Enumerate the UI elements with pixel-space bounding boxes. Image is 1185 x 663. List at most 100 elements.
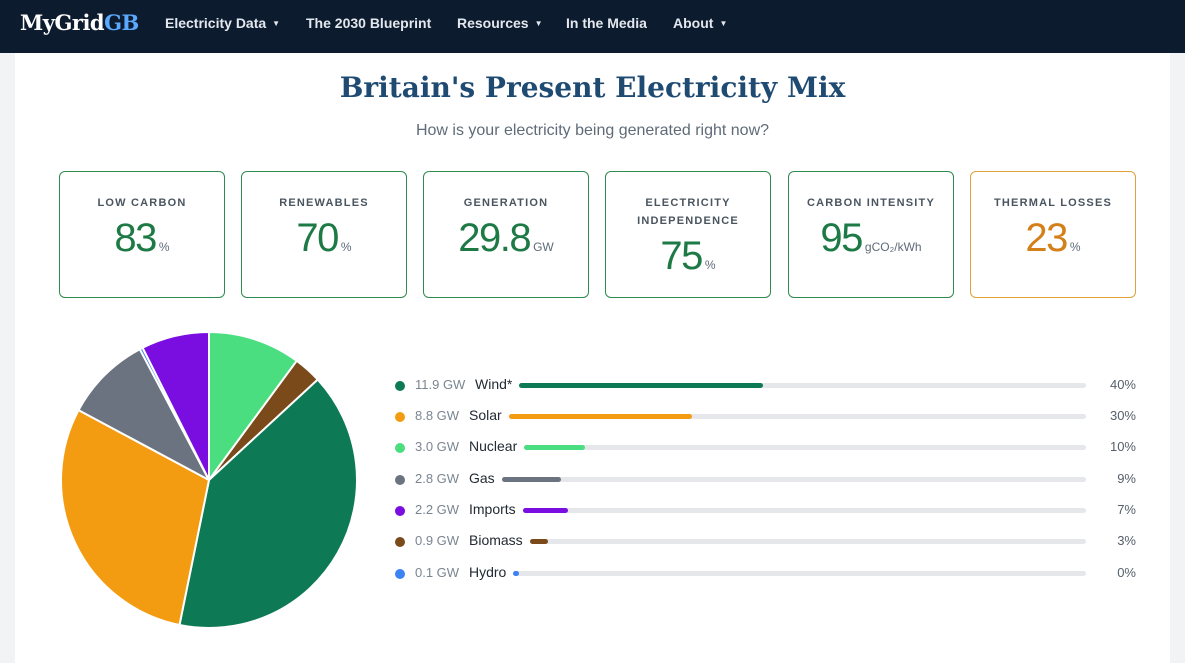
card-unit: GW [533, 240, 554, 254]
legend-bar-fill [530, 539, 549, 544]
legend-gw-value: 0.9 GW [415, 533, 460, 548]
navbar: MyGridGB Electricity Data ▼ The 2030 Blue… [0, 0, 1185, 53]
legend-percent: 7% [1117, 502, 1136, 517]
card-label: RENEWABLES [279, 197, 369, 209]
card-unit: % [158, 240, 170, 254]
legend-dot-icon [395, 475, 405, 485]
brand-part-1: MyGrid [20, 10, 105, 35]
legend-percent: 10% [1109, 439, 1136, 454]
legend-dot-icon [395, 537, 405, 547]
caret-down-icon: ▼ [534, 19, 543, 28]
legend-bar-track [502, 477, 1086, 482]
brand-logo[interactable]: MyGridGB [20, 10, 139, 35]
legend-gw-value: 3.0 GW [415, 439, 460, 454]
nav-label: In the Media [566, 15, 647, 31]
card-renewables: RENEWABLES 70% [241, 171, 407, 298]
nav-in-the-media[interactable]: In the Media [566, 15, 647, 31]
brand-part-2: GB [104, 10, 139, 35]
legend-gw-value: 0.1 GW [415, 565, 460, 580]
pie-slice-gas[interactable] [77, 348, 210, 481]
card-thermal-losses: THERMAL LOSSES 23% [970, 171, 1136, 298]
nav-about[interactable]: About ▼ [673, 15, 727, 31]
legend-row-imports[interactable]: 2.2 GW Imports 7% [395, 500, 1140, 520]
card-number: 75 [660, 234, 703, 278]
card-value: 29.8 GW [424, 216, 588, 261]
legend-dot-icon [395, 412, 405, 422]
legend-gw-value: 2.8 GW [415, 471, 460, 486]
caret-down-icon: ▼ [719, 19, 728, 28]
legend-bar-track [524, 445, 1086, 450]
card-carbon-intensity: CARBON INTENSITY 95 gCO₂/kWh [788, 171, 954, 298]
legend-source-label: Solar [469, 407, 502, 423]
legend-bar-track [523, 508, 1086, 513]
legend-row-gas[interactable]: 2.8 GW Gas 9% [395, 469, 1140, 489]
nav-electricity-data[interactable]: Electricity Data ▼ [165, 15, 280, 31]
card-label: CARBON INTENSITY [807, 197, 935, 209]
legend-bar-track [513, 571, 1086, 576]
nav-label: Resources [457, 15, 529, 31]
legend-bar-track [530, 539, 1086, 544]
legend-dot-icon [395, 506, 405, 516]
card-label: ELECTRICITY INDEPENDENCE [637, 197, 739, 227]
legend-source-label: Gas [469, 470, 495, 486]
pie-slice-nuclear[interactable] [208, 331, 298, 481]
legend-source-label: Hydro [469, 564, 507, 580]
card-label: THERMAL LOSSES [993, 197, 1113, 209]
legend-row-biomass[interactable]: 0.9 GW Biomass 3% [395, 531, 1140, 551]
legend-percent: 30% [1109, 408, 1136, 423]
card-number: 83 [114, 216, 157, 260]
nav-resources[interactable]: Resources ▼ [457, 15, 543, 31]
nav-2030-blueprint[interactable]: The 2030 Blueprint [306, 15, 431, 31]
legend-source-label: Wind* [475, 376, 513, 392]
legend-bar-fill [509, 414, 692, 419]
legend-bar-track [519, 383, 1086, 388]
card-label: GENERATION [463, 197, 549, 209]
legend-source-label: Nuclear [469, 438, 518, 454]
legend-dot-icon [395, 381, 405, 391]
pie-slice-solar[interactable] [60, 409, 210, 627]
legend-dot-icon [395, 569, 405, 579]
card-label: LOW CARBON [97, 197, 187, 209]
page-subtitle: How is your electricity being generated … [415, 122, 770, 139]
legend-percent: 40% [1109, 377, 1136, 392]
pie-slice-imports[interactable] [141, 331, 210, 481]
legend-row-hydro[interactable]: 0.1 GW Hydro 0% [395, 563, 1140, 583]
legend-bar-fill [513, 571, 519, 576]
card-electricity-independence: ELECTRICITY INDEPENDENCE 75% [605, 171, 771, 298]
legend-row-nuclear[interactable]: 3.0 GW Nuclear 10% [395, 437, 1140, 457]
legend-source-label: Imports [469, 501, 516, 517]
card-value: 95 gCO₂/kWh [789, 216, 953, 261]
legend-bar-track [509, 414, 1086, 419]
card-value: 75% [606, 234, 770, 279]
legend-gw-value: 2.2 GW [415, 502, 460, 517]
nav-label: The 2030 Blueprint [306, 15, 432, 31]
legend-percent: 0% [1117, 565, 1136, 580]
card-unit: % [1069, 240, 1081, 254]
nav-label: About [673, 15, 714, 31]
legend-gw-value: 8.8 GW [415, 408, 460, 423]
pie-slice-wind[interactable] [178, 378, 358, 629]
card-number: 23 [1025, 216, 1068, 260]
legend-row-solar[interactable]: 8.8 GW Solar 30% [395, 406, 1140, 426]
card-value: 23% [971, 216, 1135, 261]
legend-bar-fill [502, 477, 561, 482]
card-low-carbon: LOW CARBON 83% [59, 171, 225, 298]
card-value: 83% [60, 216, 224, 261]
card-unit: % [704, 258, 716, 272]
card-number: 70 [296, 216, 339, 260]
card-value: 70% [242, 216, 406, 261]
card-number: 95 [820, 216, 863, 260]
card-unit: gCO₂/kWh [864, 240, 922, 254]
card-number: 29.8 [458, 216, 531, 260]
page-title: Britain's Present Electricity Mix [339, 71, 846, 104]
legend-dot-icon [395, 443, 405, 453]
legend-bar-fill [523, 508, 568, 513]
nav-label: Electricity Data [165, 15, 267, 31]
legend-row-wind[interactable]: 11.9 GW Wind* 40% [395, 375, 1140, 395]
legend-bar-fill [524, 445, 586, 450]
mix-pie-chart[interactable] [58, 329, 360, 631]
legend-percent: 9% [1117, 471, 1136, 486]
legend-source-label: Biomass [469, 532, 523, 548]
legend-gw-value: 11.9 GW [415, 377, 466, 392]
legend-bar-fill [519, 383, 763, 388]
